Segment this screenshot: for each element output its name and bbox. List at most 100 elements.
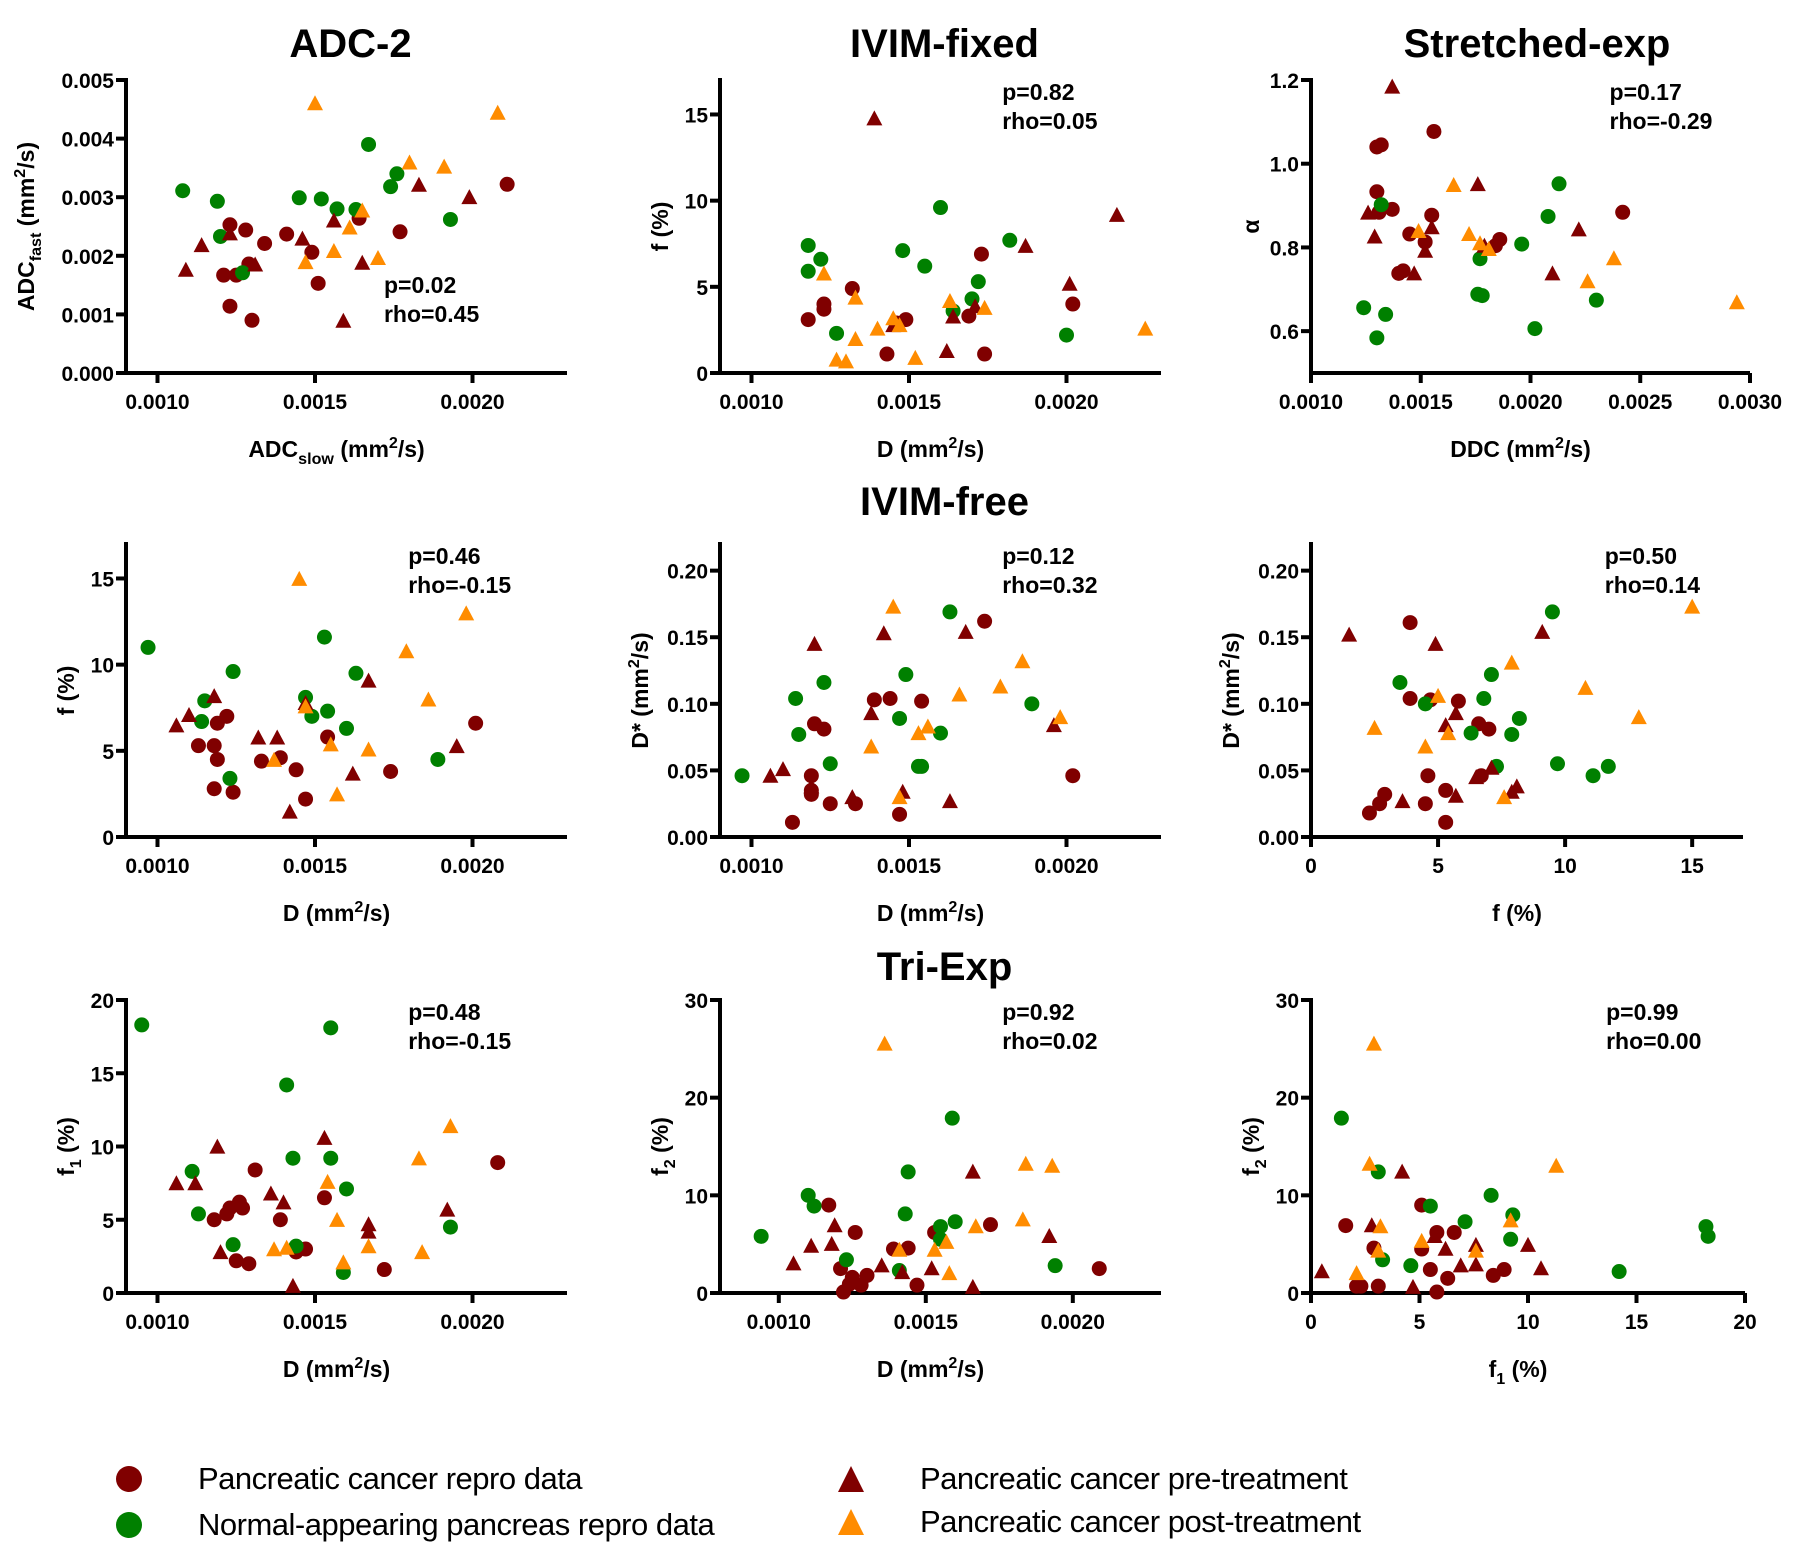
y-tick-label: 0 [696, 363, 708, 386]
data-point-circle [216, 267, 232, 283]
data-point-triangle [1461, 225, 1478, 241]
data-point-circle [291, 190, 307, 206]
data-point-circle [1422, 1262, 1438, 1278]
data-point-triangle [439, 1201, 456, 1217]
data-point-triangle [1313, 1263, 1330, 1279]
p-value-annotation: p=0.12 [1002, 543, 1074, 569]
data-point-triangle [762, 767, 779, 783]
data-point-circle [1511, 710, 1527, 726]
data-point-triangle [250, 729, 267, 745]
p-value-annotation: p=0.17 [1610, 79, 1682, 105]
x-axis-label: f (%) [1492, 900, 1542, 926]
data-point-circle [1481, 721, 1497, 737]
data-point-triangle [1447, 705, 1464, 721]
data-point-triangle [1365, 1035, 1382, 1051]
data-point-triangle [360, 1223, 377, 1239]
data-point-triangle [1452, 1257, 1469, 1273]
data-point-circle [206, 1212, 222, 1228]
data-point-triangle [212, 1244, 229, 1260]
series-repro_normal [734, 604, 1040, 784]
data-point-triangle [1630, 709, 1647, 725]
data-point-circle [222, 298, 238, 314]
data-point-triangle [941, 793, 958, 809]
data-point-circle [1356, 300, 1372, 316]
x-tick-label: 0.0010 [125, 391, 189, 414]
data-point-circle [897, 1206, 913, 1222]
x-tick-label: 0.0020 [1034, 391, 1098, 414]
y-tick-label: 10 [91, 655, 114, 678]
p-value-annotation: p=0.46 [408, 543, 480, 569]
data-point-triangle [1437, 1240, 1454, 1256]
data-point-triangle [168, 717, 185, 733]
data-point-triangle [1052, 709, 1069, 725]
data-point-circle [1549, 756, 1565, 772]
x-tick-label: 0.0010 [719, 391, 783, 414]
scatter-panel-triexp-f2-vs-f1: 0 10 20 30 0 5 10 15 20 f1 (%) f2 (%) p=0.99 rho=0.0… [1238, 990, 1757, 1388]
data-point-triangle [1483, 759, 1500, 775]
data-point-circle [184, 1163, 200, 1179]
data-point-circle [316, 629, 332, 645]
data-point-circle [1483, 1187, 1499, 1203]
scatter-panel-ivim-free-dstar-vs-d: 0.00 0.05 0.10 0.15 0.20 0.0010 0.0015 0.0020 D … [625, 542, 1161, 926]
x-tick-label: 15 [1625, 1311, 1649, 1334]
x-axis-label: D (mm2/s) [877, 434, 984, 462]
x-tick-label: 0 [1305, 855, 1317, 878]
data-point-triangle [1417, 738, 1434, 754]
x-axis-label: D (mm2/s) [283, 898, 390, 926]
data-point-triangle [1480, 241, 1497, 257]
x-tick-label: 0.0010 [125, 1311, 189, 1334]
series-post_treatment [1366, 598, 1701, 805]
x-tick-label: 0.0015 [877, 391, 942, 414]
data-point-triangle [1061, 275, 1078, 291]
data-point-triangle [269, 729, 286, 745]
data-point-circle [1492, 231, 1508, 247]
y-axis-label: D* (mm2/s) [1216, 632, 1244, 748]
data-point-triangle [168, 1175, 185, 1191]
data-point-circle [1551, 176, 1567, 192]
data-point-circle [285, 1150, 301, 1166]
data-point-triangle [344, 765, 361, 781]
data-point-triangle [436, 158, 453, 174]
y-axis-label: f2 (%) [1238, 1117, 1270, 1176]
series-pre_treatment [866, 110, 1125, 359]
series-repro_normal [1333, 1110, 1716, 1280]
data-point-circle [279, 1077, 295, 1093]
x-tick-label: 0.0020 [1034, 855, 1098, 878]
data-point-circle [222, 770, 238, 786]
data-point-circle [1504, 726, 1520, 742]
data-point-circle [310, 275, 326, 291]
data-point-triangle [894, 1264, 911, 1280]
data-point-triangle [964, 1163, 981, 1179]
y-axis-label: D* (mm2/s) [625, 632, 653, 748]
data-point-triangle [803, 1237, 820, 1253]
p-value-annotation: p=0.48 [408, 999, 480, 1025]
data-point-circle [847, 1224, 863, 1240]
p-value-annotation: p=0.82 [1002, 79, 1074, 105]
data-point-triangle [266, 751, 283, 767]
p-value-annotation: p=0.92 [1002, 999, 1074, 1025]
data-point-circle [257, 235, 273, 251]
scatter-panel-triexp-f2-vs-d: 0 10 20 30 0.0010 0.0015 0.0020 D (mm2/s) f2 (%)… [647, 990, 1161, 1382]
data-point-triangle [221, 225, 238, 241]
data-point-circle [442, 211, 458, 227]
series-pre_treatment [1313, 1163, 1550, 1294]
data-point-circle [1496, 1262, 1512, 1278]
x-tick-label: 0.0010 [747, 1311, 811, 1334]
data-point-circle [339, 1181, 354, 1197]
data-point-circle [835, 1284, 851, 1300]
data-point-triangle [1017, 237, 1034, 253]
data-point-triangle [316, 1129, 333, 1145]
data-point-triangle [291, 570, 308, 586]
x-tick-label: 0.0020 [1041, 1311, 1105, 1334]
data-point-circle [1417, 234, 1433, 250]
data-point-circle [1373, 137, 1389, 153]
data-point-circle [942, 604, 958, 620]
data-point-circle [320, 703, 336, 719]
data-point-circle [1585, 768, 1601, 784]
x-tick-label: 0.0015 [877, 855, 942, 878]
data-point-triangle [1467, 1256, 1484, 1272]
data-point-circle [241, 1256, 257, 1272]
series-repro_normal [1356, 176, 1604, 346]
data-point-circle [816, 675, 832, 691]
data-point-triangle [919, 718, 936, 734]
